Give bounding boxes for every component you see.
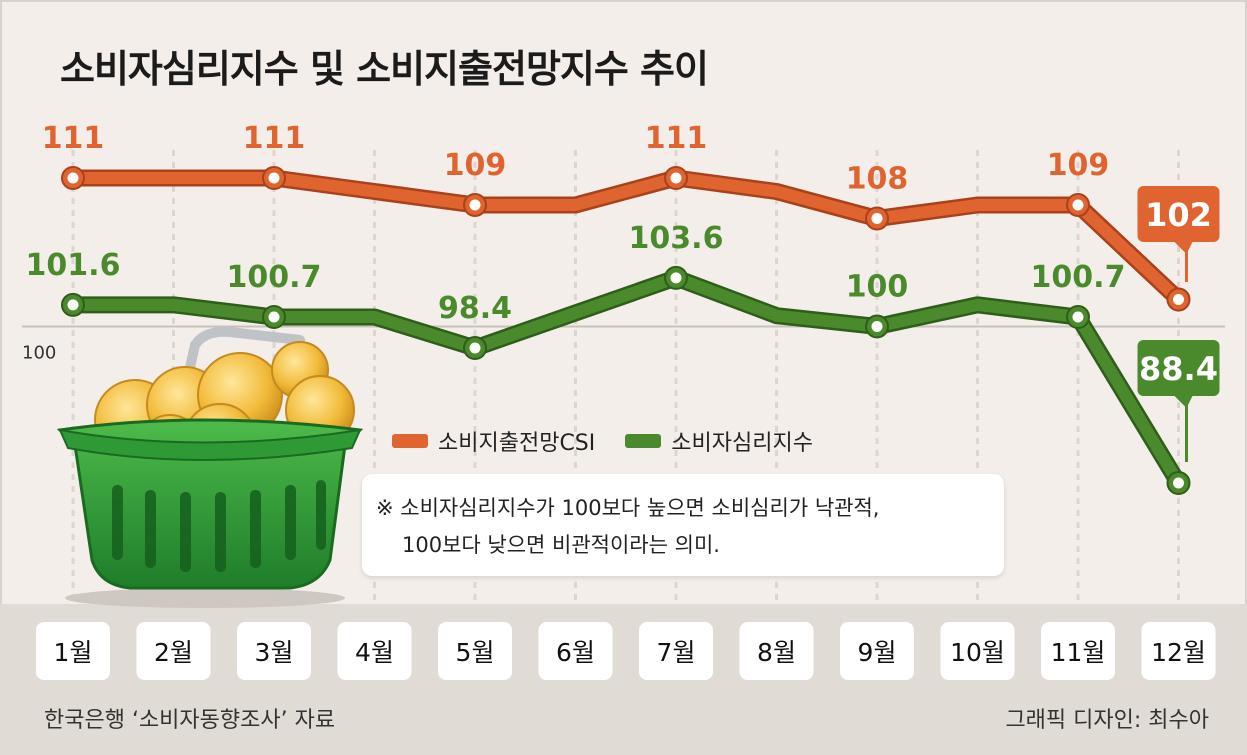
month-label: 7월 [657,638,696,667]
data-label: 108 [846,161,909,196]
callout-notch [1174,242,1193,254]
legend-item-spending-outlook: 소비지출전망CSI [392,425,595,457]
month-box [1141,622,1216,680]
data-label: 100 [846,269,909,304]
data-label: 100.7 [227,260,322,295]
data-point-center [1072,199,1084,211]
data-label: 109 [1047,148,1110,183]
month-label: 11월 [1051,638,1106,667]
data-point-center [1173,293,1184,305]
chart-title: 소비자심리지수 및 소비지출전망지수 추이 [60,47,709,91]
vertical-gridlines [71,150,1180,604]
data-point-center [1072,311,1084,323]
basket-illustration [56,326,364,608]
month-box [639,622,713,680]
month-label: 5월 [456,638,495,667]
month-box [36,622,110,680]
series-line-0 [67,172,1185,306]
reference-line-group: 100 [22,325,1225,363]
month-box [136,622,211,680]
callout-label: 88.4 [1139,350,1218,388]
month-box [337,622,412,680]
data-label: 111 [42,121,105,156]
month-label: 4월 [355,638,394,667]
legend-item-consumer-sentiment: 소비자심리지수 [625,425,813,457]
series-line-1 [67,271,1185,489]
month-box [438,622,512,680]
data-label: 100.7 [1031,260,1126,295]
month-box [940,622,1015,680]
month-label: 1월 [54,638,93,667]
data-point-center [268,311,280,323]
note-line-1: ※ 소비자심리지수가 100보다 높으면 소비심리가 낙관적, [376,496,880,520]
month-axis: 1월 2월 3월 4월 5월 6월 7월 8월 9월 10월 11월 12월 [36,622,1216,680]
data-point-center [469,199,481,211]
data-point-center [670,272,682,284]
callout-label: 102 [1145,196,1212,234]
legend: 소비지출전망CSI 소비자심리지수 [392,425,813,457]
month-box [1041,622,1115,680]
data-label: 103.6 [629,221,724,256]
reference-line-label: 100 [22,342,56,363]
month-label: 9월 [858,638,897,667]
legend-swatch-orange [392,434,428,448]
month-box [237,622,311,680]
callout-box [1137,340,1220,396]
note-line-2: 100보다 낮으면 비관적이라는 의미. [402,533,720,557]
month-label: 6월 [556,638,595,667]
data-label: 109 [444,148,507,183]
data-point-center [670,172,682,184]
month-label: 8월 [757,638,796,667]
data-point-center [871,212,883,224]
month-label: 3월 [255,638,294,667]
callout-notch [1174,396,1193,408]
data-point-center [67,299,79,311]
note-box: ※ 소비자심리지수가 100보다 높으면 소비심리가 낙관적, 100보다 낮으… [362,474,1004,576]
data-point-center [469,342,481,354]
month-box [538,622,613,680]
series-layer [61,166,1191,495]
data-point-center [1173,477,1184,489]
month-label: 12월 [1151,638,1206,667]
data-label: 98.4 [438,291,512,326]
legend-swatch-green [625,434,662,448]
month-label: 2월 [154,638,193,667]
data-label: 101.6 [26,248,121,283]
data-labels: 111 111 109 111 108 109 102 101.6 100.7 98.4 103.6… [26,121,1220,462]
credit-text: 그래픽 디자인: 최수아 [1005,708,1209,733]
data-label: 111 [243,121,306,156]
source-text: 한국은행 ‘소비자동향조사’ 자료 [44,708,336,733]
month-label: 10월 [950,638,1005,667]
data-point-center [67,172,79,184]
data-point-center [268,172,280,184]
legend-label-consumer-sentiment: 소비자심리지수 [671,431,813,456]
month-box [739,622,814,680]
month-box [840,622,914,680]
legend-label-spending-outlook: 소비지출전망CSI [438,431,596,456]
data-point-center [871,320,883,332]
callout-box [1137,186,1220,242]
data-label: 111 [645,121,708,156]
